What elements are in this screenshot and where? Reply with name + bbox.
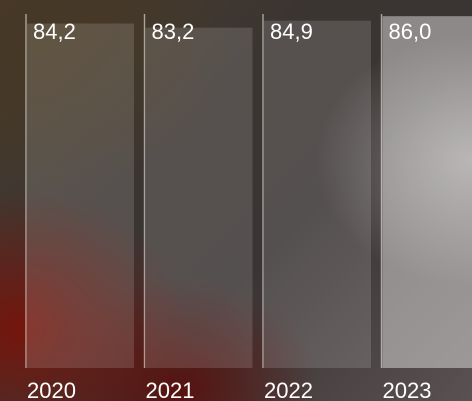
category-label-2021: 2021 bbox=[146, 378, 195, 401]
bar-2023 bbox=[382, 16, 472, 368]
bar-2021 bbox=[145, 27, 253, 369]
value-label-2023: 86,0 bbox=[389, 19, 432, 44]
value-label-2020: 84,2 bbox=[33, 19, 76, 44]
bar-2020 bbox=[27, 23, 134, 369]
bar-2022 bbox=[264, 20, 371, 368]
category-label-2023: 2023 bbox=[383, 378, 432, 401]
category-label-2020: 2020 bbox=[27, 378, 76, 401]
value-label-2022: 84,9 bbox=[270, 19, 313, 44]
value-label-2021: 83,2 bbox=[152, 19, 195, 44]
category-label-2022: 2022 bbox=[264, 378, 313, 401]
